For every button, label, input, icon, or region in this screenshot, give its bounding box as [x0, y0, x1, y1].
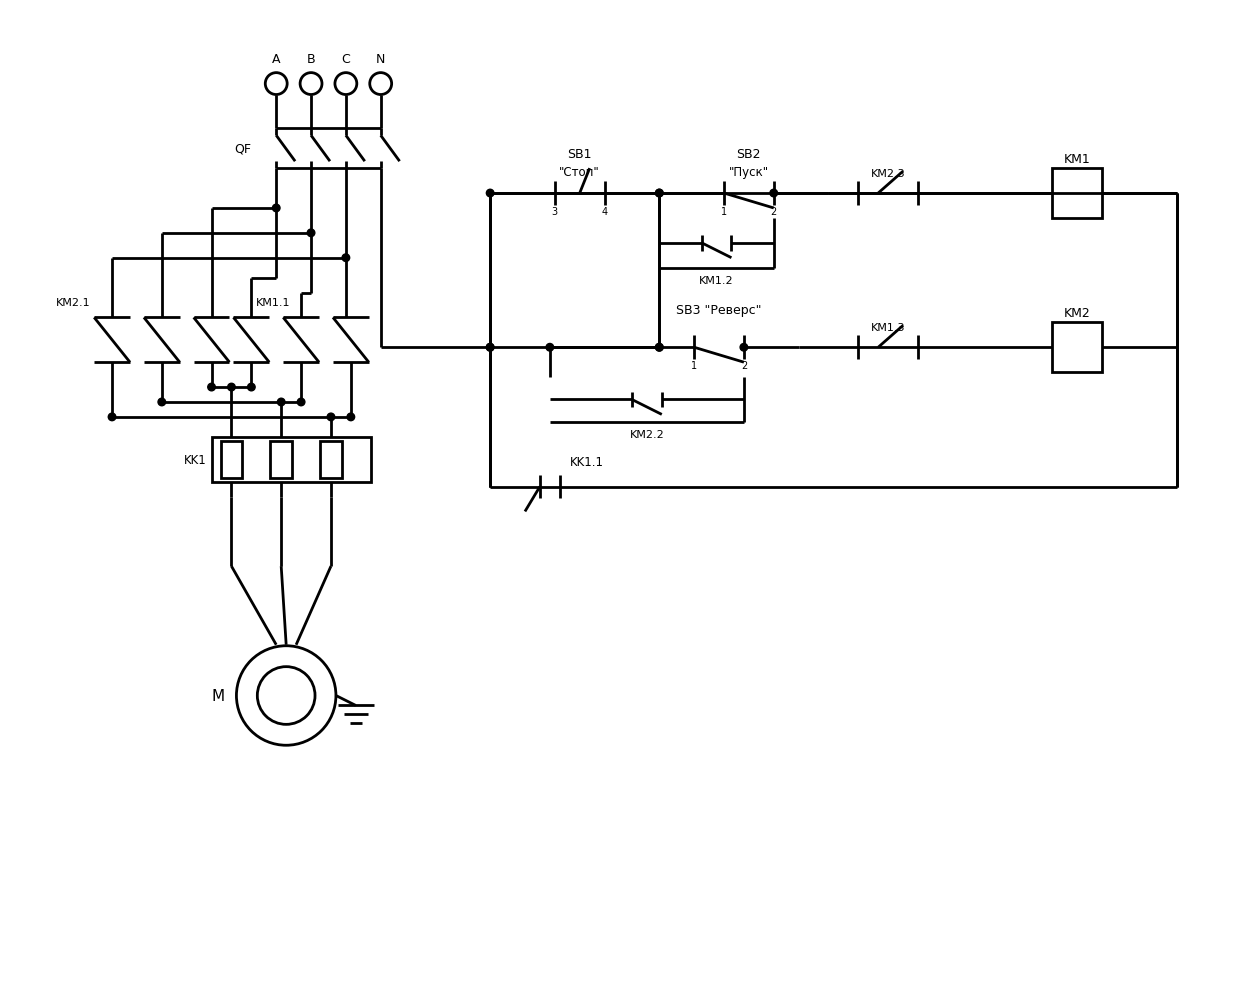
- Circle shape: [546, 344, 554, 352]
- Circle shape: [228, 384, 235, 392]
- Circle shape: [769, 190, 778, 198]
- Circle shape: [327, 414, 335, 421]
- Circle shape: [655, 344, 663, 352]
- Circle shape: [159, 399, 166, 407]
- Text: "Стоп": "Стоп": [559, 165, 600, 179]
- Text: "Пуск": "Пуск": [729, 165, 769, 179]
- Circle shape: [300, 74, 322, 95]
- Text: 1: 1: [691, 361, 698, 371]
- Circle shape: [278, 399, 285, 407]
- Text: KM2.3: KM2.3: [871, 169, 906, 179]
- Bar: [212, 437, 370, 482]
- Text: KM1.2: KM1.2: [699, 275, 733, 285]
- Circle shape: [369, 74, 392, 95]
- Text: KK1.1: KK1.1: [570, 455, 603, 469]
- Text: SB3 "Реверс": SB3 "Реверс": [676, 303, 762, 317]
- Text: KM2.1: KM2.1: [56, 298, 90, 308]
- Text: KM1.3: KM1.3: [871, 323, 906, 333]
- Text: KK1: KK1: [183, 453, 207, 466]
- Text: 2: 2: [771, 207, 777, 217]
- Text: 1: 1: [721, 207, 727, 217]
- Circle shape: [307, 230, 315, 238]
- Circle shape: [740, 344, 747, 352]
- Bar: [221, 441, 243, 478]
- Text: KM2.2: KM2.2: [629, 429, 664, 439]
- Circle shape: [248, 384, 255, 392]
- Text: KM1.1: KM1.1: [256, 298, 291, 308]
- Circle shape: [237, 646, 336, 746]
- Circle shape: [108, 414, 115, 421]
- Text: SB2: SB2: [737, 147, 761, 161]
- Circle shape: [265, 74, 287, 95]
- Circle shape: [342, 254, 349, 262]
- Text: 4: 4: [601, 207, 607, 217]
- Text: A: A: [273, 53, 280, 67]
- Bar: [1052, 323, 1101, 373]
- Circle shape: [208, 384, 216, 392]
- Bar: [320, 441, 342, 478]
- Circle shape: [297, 399, 305, 407]
- Bar: [270, 441, 292, 478]
- Circle shape: [335, 74, 357, 95]
- Text: 3: 3: [551, 207, 558, 217]
- Circle shape: [347, 414, 354, 421]
- Text: KM2: KM2: [1064, 306, 1090, 320]
- Text: C: C: [342, 53, 351, 67]
- Bar: [1052, 169, 1101, 219]
- Circle shape: [273, 205, 280, 213]
- Circle shape: [655, 190, 663, 198]
- Text: 2: 2: [741, 361, 747, 371]
- Text: B: B: [307, 53, 316, 67]
- Circle shape: [258, 667, 315, 725]
- Text: M: M: [212, 688, 224, 704]
- Circle shape: [487, 344, 494, 352]
- Text: N: N: [375, 53, 385, 67]
- Text: QF: QF: [234, 142, 252, 156]
- Text: KM1: KM1: [1064, 152, 1090, 166]
- Circle shape: [655, 190, 663, 198]
- Circle shape: [487, 190, 494, 198]
- Text: SB1: SB1: [567, 147, 592, 161]
- Circle shape: [487, 344, 494, 352]
- Circle shape: [655, 344, 663, 352]
